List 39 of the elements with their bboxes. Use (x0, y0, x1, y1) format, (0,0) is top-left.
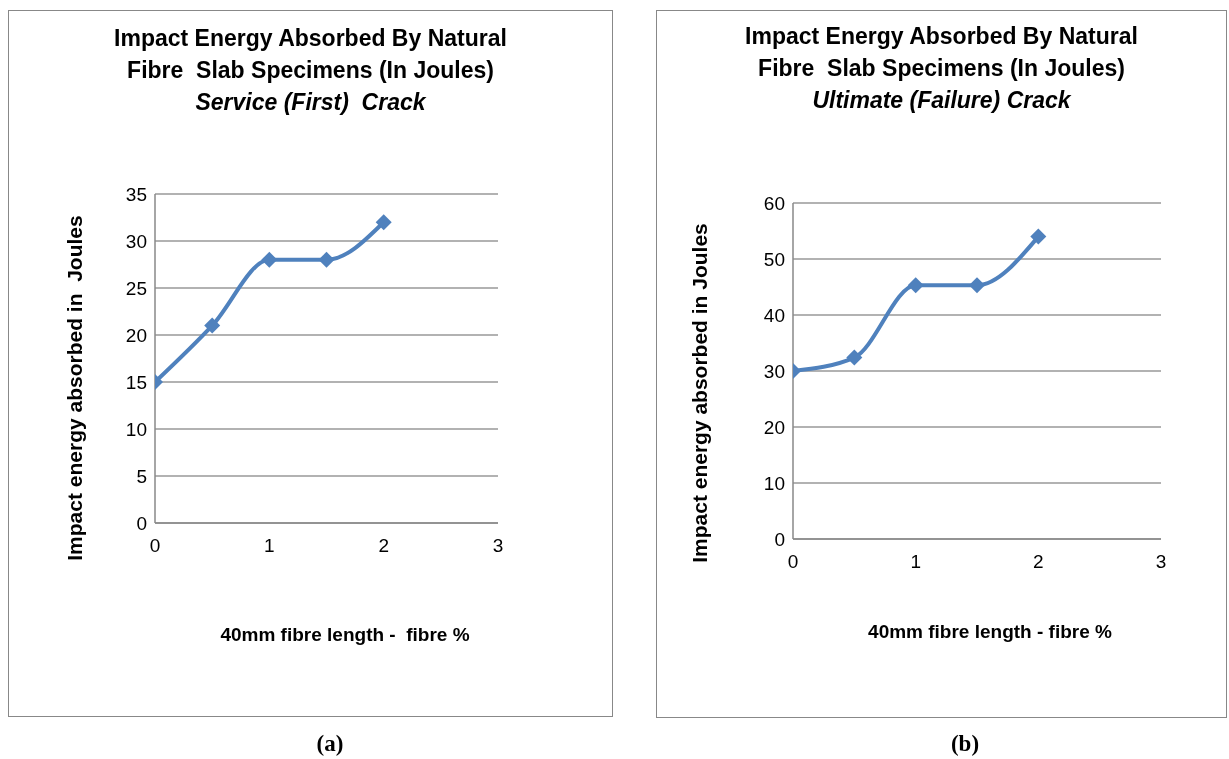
x-tick-label: 3 (492, 535, 504, 557)
x-axis-title: 40mm fibre length - fibre % (219, 624, 471, 646)
x-tick-label: 0 (787, 551, 799, 573)
point (261, 251, 278, 268)
y-tick-label: 20 (125, 324, 147, 346)
y-tick-label: 50 (763, 248, 785, 270)
chart-subtitle: Service (First) Crack (195, 89, 426, 115)
y-tick-label: 20 (763, 416, 785, 438)
y-tick-label: 10 (763, 472, 785, 494)
text: (b) (949, 731, 981, 757)
point (204, 317, 221, 334)
x-tick-label: 2 (378, 535, 389, 557)
point (318, 251, 335, 268)
y-tick-label: 5 (136, 465, 147, 487)
y-tick-label: 30 (125, 230, 147, 252)
y-axis-title: Impact energy absorbed in Joules (688, 222, 712, 565)
y-tick-label: 60 (763, 192, 785, 214)
x-tick-label: 2 (1033, 551, 1044, 573)
text: (a) (315, 731, 345, 757)
chart-title: Impact Energy Absorbed By Natural Fibre Slab Specimens (In Joules) (745, 23, 1139, 81)
y-tick-label: 30 (763, 360, 785, 382)
x-tick-label: 1 (910, 551, 921, 573)
point (1030, 228, 1047, 245)
y-tick-label: 25 (125, 277, 147, 299)
point (907, 277, 924, 294)
chart-subtitle: Ultimate (Failure) Crack (812, 87, 1071, 113)
y-tick-label: 15 (125, 371, 147, 393)
y-tick-label: 35 (125, 183, 147, 205)
y-tick-label: 10 (125, 418, 147, 440)
chart-title: Impact Energy Absorbed By Natural Fibre Slab Specimens (In Joules) (114, 25, 508, 83)
x-axis-title: 40mm fibre length - fibre % (867, 621, 1113, 643)
point (375, 214, 392, 231)
x-tick-label: 3 (1155, 551, 1167, 573)
point (846, 349, 863, 366)
y-axis-title: Impact energy absorbed in Joules (63, 214, 87, 563)
point (969, 277, 985, 294)
y-tick-label: 40 (763, 304, 785, 326)
y-tick-label: 0 (136, 512, 147, 534)
x-tick-label: 1 (264, 535, 275, 557)
